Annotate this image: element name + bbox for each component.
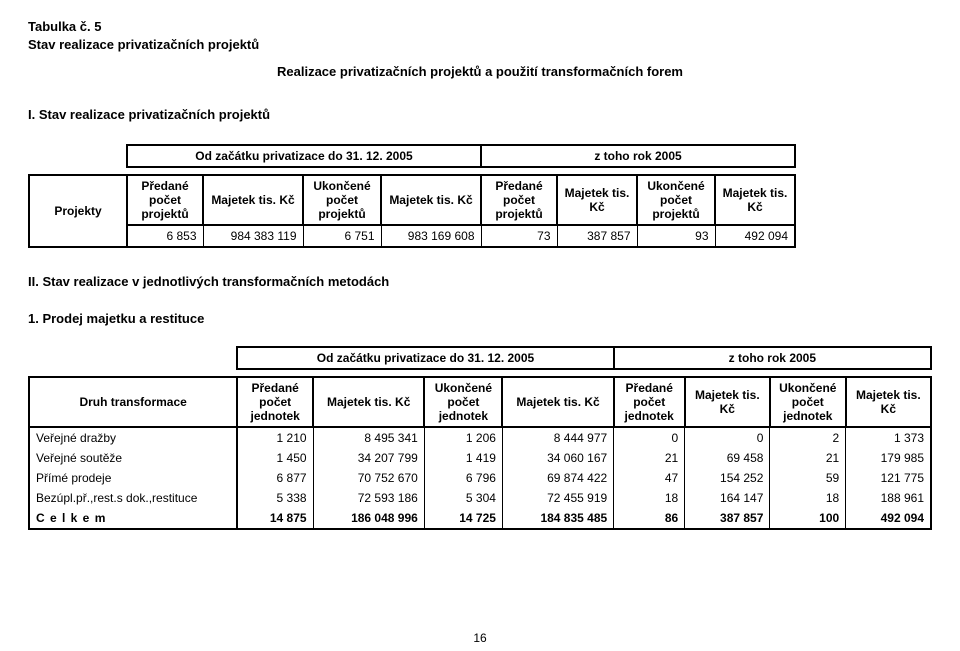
table-cell: 2 — [770, 427, 846, 448]
col-majetek: Majetek tis. Kč — [557, 175, 637, 225]
col-predane: Předané počet projektů — [481, 175, 557, 225]
section-2-heading: II. Stav realizace v jednotlivých transf… — [28, 274, 932, 289]
table-cell: 18 — [770, 488, 846, 508]
table-cell: 5 304 — [424, 488, 502, 508]
section-1-heading: I. Stav realizace privatizačních projekt… — [28, 107, 932, 122]
table-transformations: Od začátku privatizace do 31. 12. 2005 z… — [28, 346, 932, 530]
table-row-label: Veřejné dražby — [29, 427, 237, 448]
table-row-label: Veřejné soutěže — [29, 448, 237, 468]
table-cell: 121 775 — [846, 468, 931, 488]
table-cell: 69 874 422 — [502, 468, 613, 488]
row-header-projects: Projekty — [29, 175, 127, 247]
t1-c0: 6 853 — [127, 225, 203, 247]
table-cell: 14 875 — [237, 508, 313, 529]
table-cell: 21 — [614, 448, 685, 468]
table-row-label: C e l k e m — [29, 508, 237, 529]
page-subtitle: Realizace privatizačních projektů a použ… — [28, 64, 932, 79]
t2-col-majetek: Majetek tis. Kč — [685, 377, 770, 427]
table-cell: 0 — [685, 427, 770, 448]
t2-col-majetek: Majetek tis. Kč — [313, 377, 424, 427]
t1-c6: 93 — [637, 225, 715, 247]
col-majetek: Majetek tis. Kč — [715, 175, 795, 225]
t2-col-predane: Předané počet jednotek — [614, 377, 685, 427]
table-cell: 86 — [614, 508, 685, 529]
page-number: 16 — [0, 631, 960, 645]
period-a: Od začátku privatizace do 31. 12. 2005 — [127, 145, 481, 167]
col-predane: Předané počet projektů — [127, 175, 203, 225]
table-cell: 21 — [770, 448, 846, 468]
table-cell: 5 338 — [237, 488, 313, 508]
table-cell: 70 752 670 — [313, 468, 424, 488]
table-cell: 1 206 — [424, 427, 502, 448]
t2-col-majetek: Majetek tis. Kč — [846, 377, 931, 427]
t1-c7: 492 094 — [715, 225, 795, 247]
t2-col-ukoncene: Ukončené počet jednotek — [424, 377, 502, 427]
table-cell: 1 210 — [237, 427, 313, 448]
table-cell: 8 495 341 — [313, 427, 424, 448]
t1-c2: 6 751 — [303, 225, 381, 247]
col-majetek: Majetek tis. Kč — [381, 175, 481, 225]
table-cell: 154 252 — [685, 468, 770, 488]
t2-col-ukoncene: Ukončené počet jednotek — [770, 377, 846, 427]
table-cell: 6 877 — [237, 468, 313, 488]
t2-period-b: z toho rok 2005 — [614, 347, 931, 369]
page-title: Stav realizace privatizačních projektů — [28, 36, 932, 54]
period-b: z toho rok 2005 — [481, 145, 795, 167]
t1-c3: 983 169 608 — [381, 225, 481, 247]
t1-c1: 984 383 119 — [203, 225, 303, 247]
table-projects: Od začátku privatizace do 31. 12. 2005 z… — [28, 144, 796, 248]
table-cell: 8 444 977 — [502, 427, 613, 448]
table-cell: 47 — [614, 468, 685, 488]
table-row-label: Bezúpl.př.,rest.s dok.,restituce — [29, 488, 237, 508]
col-majetek: Majetek tis. Kč — [203, 175, 303, 225]
table-cell: 100 — [770, 508, 846, 529]
table-cell: 34 060 167 — [502, 448, 613, 468]
table-cell: 0 — [614, 427, 685, 448]
t2-col-predane: Předané počet jednotek — [237, 377, 313, 427]
table-cell: 188 961 — [846, 488, 931, 508]
table-cell: 72 455 919 — [502, 488, 613, 508]
table-cell: 34 207 799 — [313, 448, 424, 468]
table-cell: 72 593 186 — [313, 488, 424, 508]
t1-c5: 387 857 — [557, 225, 637, 247]
table-cell: 492 094 — [846, 508, 931, 529]
table-cell: 6 796 — [424, 468, 502, 488]
table-number: Tabulka č. 5 — [28, 18, 932, 36]
col-ukoncene: Ukončené počet projektů — [303, 175, 381, 225]
table-row-label: Přímé prodeje — [29, 468, 237, 488]
table-cell: 59 — [770, 468, 846, 488]
table-cell: 186 048 996 — [313, 508, 424, 529]
table-cell: 179 985 — [846, 448, 931, 468]
t2-row-header: Druh transformace — [29, 377, 237, 427]
table-cell: 184 835 485 — [502, 508, 613, 529]
table-cell: 18 — [614, 488, 685, 508]
table-cell: 1 419 — [424, 448, 502, 468]
t1-c4: 73 — [481, 225, 557, 247]
t2-period-a: Od začátku privatizace do 31. 12. 2005 — [237, 347, 613, 369]
col-ukoncene: Ukončené počet projektů — [637, 175, 715, 225]
section-2-subheading: 1. Prodej majetku a restituce — [28, 311, 932, 326]
table-cell: 1 373 — [846, 427, 931, 448]
table-cell: 14 725 — [424, 508, 502, 529]
t2-col-majetek: Majetek tis. Kč — [502, 377, 613, 427]
table-cell: 1 450 — [237, 448, 313, 468]
table-cell: 387 857 — [685, 508, 770, 529]
table-cell: 164 147 — [685, 488, 770, 508]
table-cell: 69 458 — [685, 448, 770, 468]
